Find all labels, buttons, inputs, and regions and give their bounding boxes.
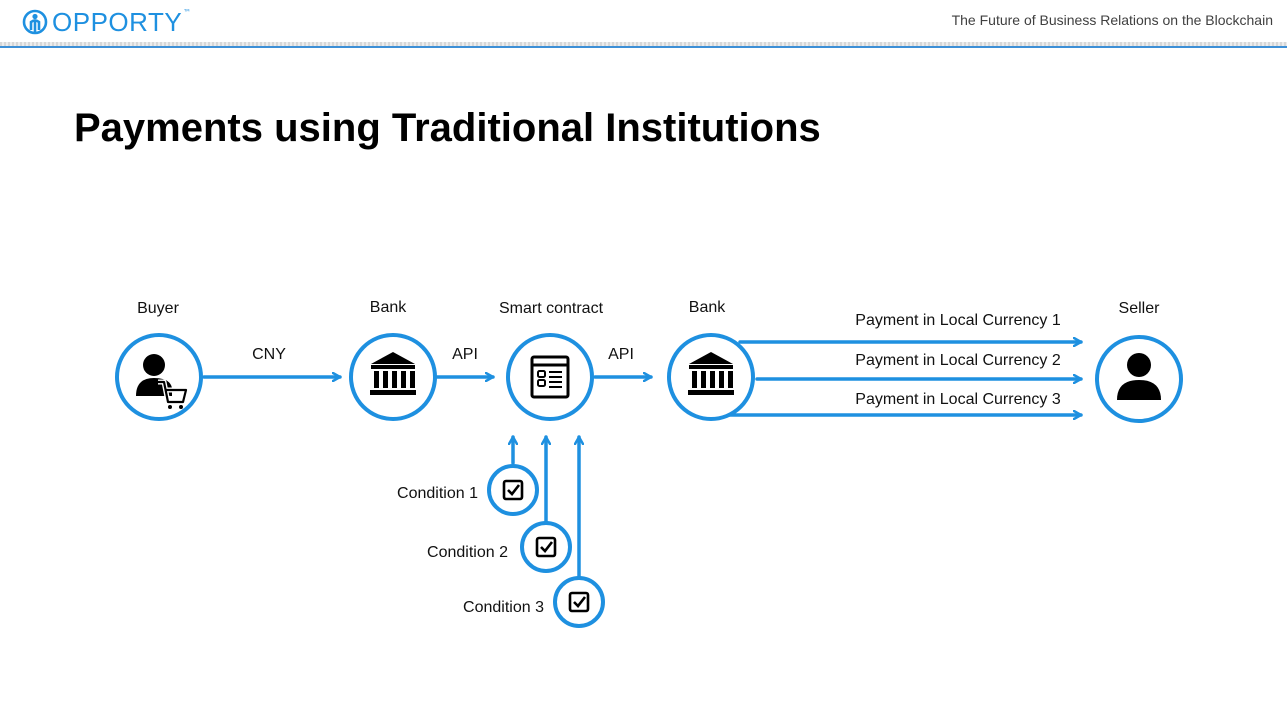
person-icon [1117, 353, 1161, 400]
bank-right-node [667, 333, 755, 421]
bank-icon [688, 352, 734, 395]
condition-1-node [487, 464, 539, 516]
checkbox-icon [502, 479, 524, 501]
smart-contract-label: Smart contract [499, 300, 604, 317]
header-divider [0, 42, 1287, 48]
header-accent-line [0, 46, 1287, 48]
payment-label-2: Payment in Local Currency 2 [855, 352, 1061, 369]
condition-1-label: Condition 1 [397, 485, 478, 502]
cny-edge-label: CNY [252, 346, 286, 363]
bank-right-label: Bank [689, 299, 726, 316]
condition-3-label: Condition 3 [463, 599, 544, 616]
buyer-node [115, 333, 203, 421]
condition-2-node [520, 521, 572, 573]
condition-3-node [553, 576, 605, 628]
logo-text: OPPORTY [52, 7, 183, 37]
bank-left-label: Bank [370, 299, 407, 316]
payment-label-3: Payment in Local Currency 3 [855, 391, 1061, 408]
bank-left-node [349, 333, 437, 421]
contract-document-icon [530, 355, 570, 399]
page-title: Payments using Traditional Institutions [74, 106, 821, 150]
api-edge-label-left: API [452, 346, 478, 363]
buyer-cart-icon [136, 354, 189, 409]
smart-contract-node [506, 333, 594, 421]
opporty-logo[interactable]: OPPORTY ™ [22, 8, 191, 36]
seller-label: Seller [1119, 300, 1161, 317]
logo-trademark: ™ [183, 7, 192, 17]
bank-icon [370, 352, 416, 395]
opporty-logo-icon [22, 9, 48, 35]
payment-label-1: Payment in Local Currency 1 [855, 312, 1061, 329]
checkbox-icon [568, 591, 590, 613]
header-bar: OPPORTY ™ The Future of Business Relatio… [0, 0, 1287, 48]
seller-node [1095, 335, 1183, 423]
api-edge-label-right: API [608, 346, 634, 363]
condition-2-label: Condition 2 [427, 544, 508, 561]
buyer-label: Buyer [137, 300, 179, 317]
header-tagline: The Future of Business Relations on the … [951, 12, 1273, 28]
checkbox-icon [535, 536, 557, 558]
